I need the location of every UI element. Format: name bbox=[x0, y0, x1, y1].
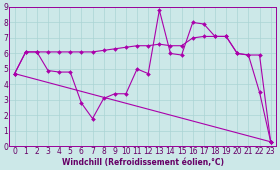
X-axis label: Windchill (Refroidissement éolien,°C): Windchill (Refroidissement éolien,°C) bbox=[62, 158, 224, 167]
